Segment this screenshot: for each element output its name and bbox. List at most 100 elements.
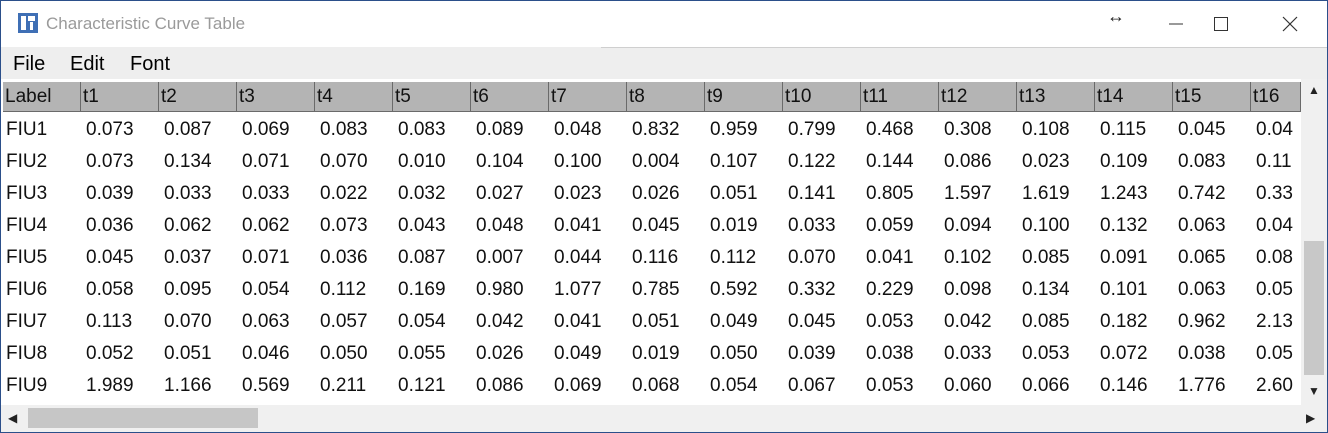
- horizontal-scroll-thumb[interactable]: [28, 408, 258, 428]
- table-cell[interactable]: 0.083: [1178, 151, 1226, 172]
- table-cell[interactable]: 0.053: [866, 311, 914, 332]
- column-header-t15[interactable]: t15: [1173, 82, 1251, 112]
- table-cell[interactable]: 0.048: [476, 215, 524, 236]
- column-header-t3[interactable]: t3: [237, 82, 315, 112]
- table-cell[interactable]: 0.033: [242, 183, 290, 204]
- column-header-t2[interactable]: t2: [159, 82, 237, 112]
- scroll-left-icon[interactable]: ◀: [8, 411, 18, 425]
- table-cell[interactable]: 0.022: [320, 183, 368, 204]
- table-cell[interactable]: 0.050: [320, 343, 368, 364]
- column-header-t9[interactable]: t9: [705, 82, 783, 112]
- table-cell[interactable]: 0.054: [242, 279, 290, 300]
- table-cell[interactable]: 0.045: [1178, 119, 1226, 140]
- table-cell[interactable]: 0.071: [242, 151, 290, 172]
- menu-edit[interactable]: Edit: [70, 53, 105, 75]
- row-label[interactable]: FIU8: [6, 343, 48, 364]
- table-cell[interactable]: 0.068: [632, 375, 680, 396]
- table-cell[interactable]: 0.182: [1100, 311, 1148, 332]
- table-cell[interactable]: 1.619: [1022, 183, 1070, 204]
- table-cell[interactable]: 0.043: [398, 215, 446, 236]
- menu-font[interactable]: Font: [130, 53, 171, 75]
- row-label[interactable]: FIU6: [6, 279, 48, 300]
- scroll-right-icon[interactable]: ▶: [1306, 411, 1316, 425]
- table-cell[interactable]: 0.101: [1100, 279, 1148, 300]
- table-cell[interactable]: 0.062: [164, 215, 212, 236]
- table-cell[interactable]: 0.098: [944, 279, 992, 300]
- table-cell[interactable]: 0.805: [866, 183, 914, 204]
- table-cell[interactable]: 1.989: [86, 375, 134, 396]
- table-cell[interactable]: 0.033: [944, 343, 992, 364]
- table-cell[interactable]: 0.044: [554, 247, 602, 268]
- table-cell[interactable]: 0.100: [1022, 215, 1070, 236]
- table-cell[interactable]: 0.051: [632, 311, 680, 332]
- table-cell[interactable]: 0.042: [476, 311, 524, 332]
- table-cell[interactable]: 0.112: [320, 279, 367, 300]
- table-cell[interactable]: 0.785: [632, 279, 680, 300]
- resize-arrows-icon[interactable]: ↔: [1107, 6, 1125, 26]
- table-cell[interactable]: 0.036: [320, 247, 368, 268]
- column-header-t13[interactable]: t13: [1017, 82, 1095, 112]
- table-cell[interactable]: 0.087: [164, 119, 212, 140]
- table-cell[interactable]: 0.073: [86, 151, 134, 172]
- table-cell[interactable]: 0.089: [476, 119, 524, 140]
- table-cell[interactable]: 0.102: [944, 247, 992, 268]
- column-header-t8[interactable]: t8: [627, 82, 705, 112]
- table-cell[interactable]: 0.962: [1178, 311, 1226, 332]
- column-header-t6[interactable]: t6: [471, 82, 549, 112]
- table-cell[interactable]: 0.113: [86, 311, 133, 332]
- column-header-label[interactable]: Label: [3, 82, 81, 112]
- column-header-t14[interactable]: t14: [1095, 82, 1173, 112]
- table-cell[interactable]: 0.308: [944, 119, 992, 140]
- table-cell[interactable]: 0.070: [320, 151, 368, 172]
- table-cell[interactable]: 0.569: [242, 375, 290, 396]
- table-cell[interactable]: 0.051: [710, 183, 758, 204]
- table-cell[interactable]: 0.134: [1022, 279, 1070, 300]
- table-cell[interactable]: 0.085: [1022, 311, 1070, 332]
- horizontal-scrollbar[interactable]: ◀ ▶: [1, 405, 1327, 432]
- table-cell[interactable]: 0.033: [788, 215, 836, 236]
- table-cell[interactable]: 0.05: [1256, 343, 1293, 364]
- table-cell[interactable]: 0.071: [242, 247, 290, 268]
- table-cell[interactable]: 0.107: [710, 151, 758, 172]
- table-cell[interactable]: 0.045: [788, 311, 836, 332]
- table-cell[interactable]: 0.052: [86, 343, 134, 364]
- table-cell[interactable]: 0.045: [632, 215, 680, 236]
- minimize-button[interactable]: [1146, 1, 1206, 47]
- table-cell[interactable]: 0.121: [398, 375, 446, 396]
- table-cell[interactable]: 0.069: [242, 119, 290, 140]
- table-cell[interactable]: 0.066: [1022, 375, 1070, 396]
- table-cell[interactable]: 0.108: [1022, 119, 1070, 140]
- table-cell[interactable]: 2.60: [1256, 375, 1293, 396]
- table-cell[interactable]: 0.070: [788, 247, 836, 268]
- table-cell[interactable]: 0.169: [398, 279, 446, 300]
- table-cell[interactable]: 0.468: [866, 119, 914, 140]
- scroll-down-icon[interactable]: ▼: [1308, 384, 1320, 398]
- table-cell[interactable]: 0.742: [1178, 183, 1226, 204]
- table-cell[interactable]: 0.032: [398, 183, 446, 204]
- table-cell[interactable]: 0.057: [320, 311, 368, 332]
- close-button[interactable]: [1260, 1, 1320, 47]
- table-cell[interactable]: 0.959: [710, 119, 758, 140]
- table-cell[interactable]: 0.063: [242, 311, 290, 332]
- table-cell[interactable]: 0.832: [632, 119, 680, 140]
- row-label[interactable]: FIU2: [6, 151, 48, 172]
- table-cell[interactable]: 0.069: [554, 375, 602, 396]
- table-cell[interactable]: 0.004: [632, 151, 680, 172]
- table-cell[interactable]: 0.048: [554, 119, 602, 140]
- table-cell[interactable]: 0.055: [398, 343, 446, 364]
- table-cell[interactable]: 0.144: [866, 151, 914, 172]
- table-cell[interactable]: 0.134: [164, 151, 212, 172]
- table-cell[interactable]: 0.070: [164, 311, 212, 332]
- table-cell[interactable]: 0.019: [632, 343, 680, 364]
- table-cell[interactable]: 0.08: [1256, 247, 1293, 268]
- table-cell[interactable]: 0.039: [788, 343, 836, 364]
- table-cell[interactable]: 0.023: [1022, 151, 1070, 172]
- table-cell[interactable]: 0.04: [1256, 215, 1293, 236]
- table-cell[interactable]: 0.592: [710, 279, 758, 300]
- table-cell[interactable]: 0.132: [1100, 215, 1148, 236]
- row-label[interactable]: FIU1: [6, 119, 48, 140]
- table-cell[interactable]: 0.042: [944, 311, 992, 332]
- table-cell[interactable]: 0.026: [632, 183, 680, 204]
- table-cell[interactable]: 0.109: [1100, 151, 1148, 172]
- table-cell[interactable]: 0.085: [1022, 247, 1070, 268]
